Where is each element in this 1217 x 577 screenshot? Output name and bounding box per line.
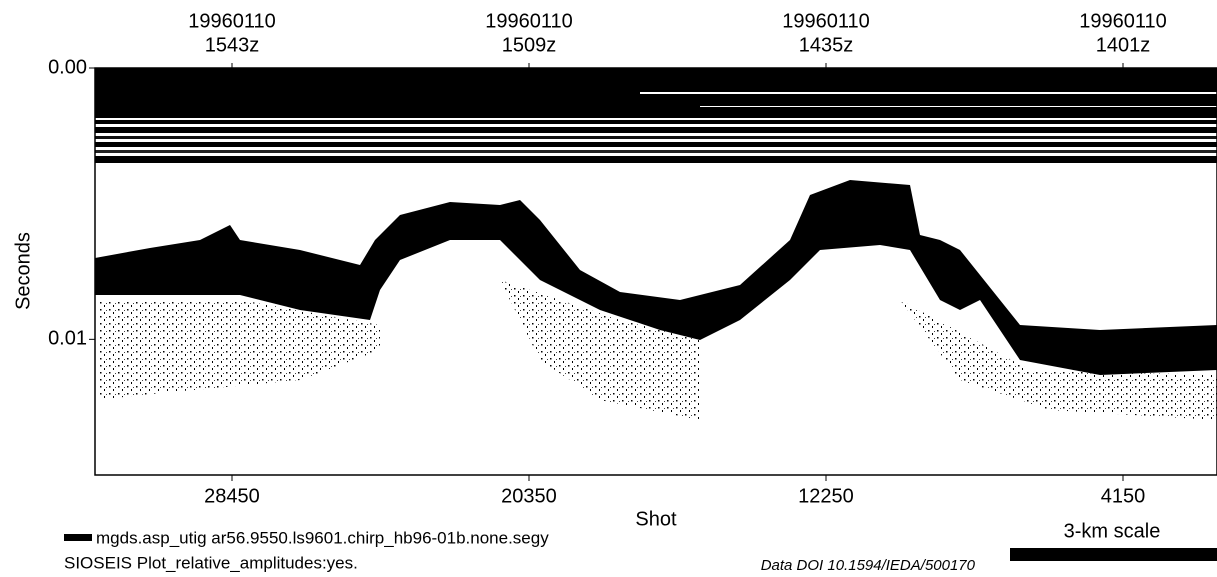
x-tick-label: 12250 <box>798 485 854 507</box>
top-time-label: 1401z <box>1096 34 1151 56</box>
doi: Data DOI 10.1594/IEDA/500170 <box>761 557 976 574</box>
x-axis-label: Shot <box>635 508 677 530</box>
top-date-label: 19960110 <box>1079 10 1167 32</box>
top-time-label: 1543z <box>205 34 260 56</box>
y-tick-label: 0.01 <box>48 328 87 350</box>
top-date-label: 19960110 <box>485 10 573 32</box>
top-time-label: 1435z <box>799 34 854 56</box>
plot-frame <box>94 67 1217 476</box>
y-tick-label: 0.00 <box>48 56 87 78</box>
y-axis-label: Seconds <box>12 232 34 310</box>
x-tick-label: 28450 <box>204 485 260 507</box>
top-date-label: 19960110 <box>188 10 276 32</box>
scale-bar <box>1010 548 1217 561</box>
file-label: mgds.asp_utig ar56.9550.ls9601.chirp_hb9… <box>96 528 549 547</box>
seismic-image <box>95 68 1217 420</box>
x-tick-label: 4150 <box>1101 485 1146 507</box>
scale-label: 3-km scale <box>1064 520 1161 542</box>
gmt-logo <box>64 534 92 541</box>
top-date-label: 19960110 <box>782 10 870 32</box>
top-time-label: 1509z <box>502 34 557 56</box>
x-tick-label: 20350 <box>501 485 557 507</box>
plot-note: SIOSEIS Plot_relative_amplitudes:yes. <box>64 553 358 572</box>
